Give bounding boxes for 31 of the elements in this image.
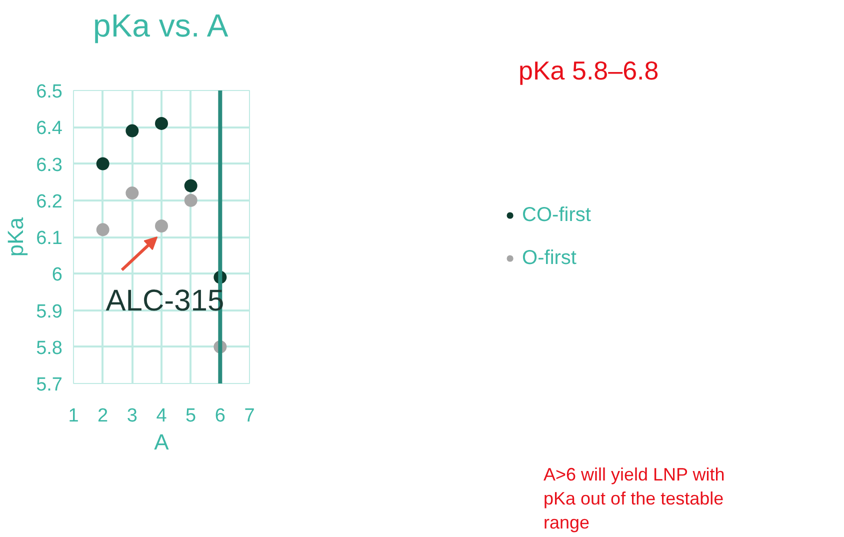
y-tick-label: 5.9 [36, 301, 63, 322]
point [155, 220, 168, 232]
text: A>6 will yield LNP with pKa out of the testable range [544, 464, 725, 532]
y-tick-label: 6 [52, 264, 63, 286]
x-tick-label: 1 [68, 406, 79, 426]
x-axis-title: A [154, 430, 170, 454]
y-tick-label: 6.2 [36, 191, 63, 212]
chart-title: pKa vs. A [93, 8, 229, 44]
point [155, 116, 168, 130]
point [96, 157, 110, 170]
x-tick-label: 3 [126, 406, 138, 426]
point [184, 194, 198, 207]
y-tick-label: 5.7 [36, 374, 63, 396]
x-tick-label: 5 [186, 406, 196, 426]
x-tick-label: 7 [244, 406, 255, 426]
y-tick-label: 5.8 [36, 338, 63, 359]
x-tick-label: 2 [98, 406, 108, 426]
x-tick-label: 4 [156, 406, 168, 426]
legend-label: O-first [522, 246, 576, 270]
y-tick-label: 6.3 [36, 154, 63, 176]
text: pKa 5.8–6.8 [518, 56, 659, 86]
y-axis-title: pKa [3, 216, 28, 257]
y-tick-label: 6.5 [36, 82, 63, 102]
y-tick-label: 6.4 [36, 118, 63, 140]
point [126, 186, 139, 200]
point [184, 179, 198, 192]
point [126, 124, 139, 138]
x-tick-label: 6 [214, 406, 226, 426]
point [96, 223, 110, 236]
legend-label: CO-first [522, 204, 591, 226]
y-tick-label: 6.1 [36, 228, 63, 249]
